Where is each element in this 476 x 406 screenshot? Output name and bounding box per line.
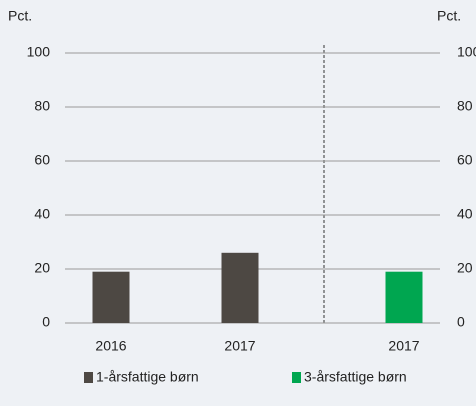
bar xyxy=(385,271,423,323)
x-tick-label: 2016 xyxy=(95,338,126,354)
legend-label: 1-årsfattige børn xyxy=(96,369,199,385)
bar xyxy=(221,252,259,323)
x-tick-label: 2017 xyxy=(388,338,419,354)
y2-tick-label: 40 xyxy=(457,206,473,222)
x-tick-label: 2017 xyxy=(224,338,255,354)
y-tick-label: 60 xyxy=(34,152,50,168)
y-tick-label: 100 xyxy=(27,44,51,60)
legend-swatch xyxy=(84,372,93,383)
y-tick-label: 40 xyxy=(34,206,50,222)
y-tick-label: 20 xyxy=(34,260,50,276)
y2-tick-label: 100 xyxy=(457,44,476,60)
y2-tick-label: 80 xyxy=(457,98,473,114)
y-tick-label: 0 xyxy=(42,314,50,330)
y-tick-label: 80 xyxy=(34,98,50,114)
legend-label: 3-årsfattige børn xyxy=(304,369,407,385)
y2-tick-label: 20 xyxy=(457,260,473,276)
y2-tick-label: 0 xyxy=(457,314,465,330)
legend-swatch xyxy=(292,372,301,383)
bar xyxy=(92,271,130,323)
y2-tick-label: 60 xyxy=(457,152,473,168)
y2-axis-label: Pct. xyxy=(437,8,461,24)
y-axis-label: Pct. xyxy=(8,8,32,24)
